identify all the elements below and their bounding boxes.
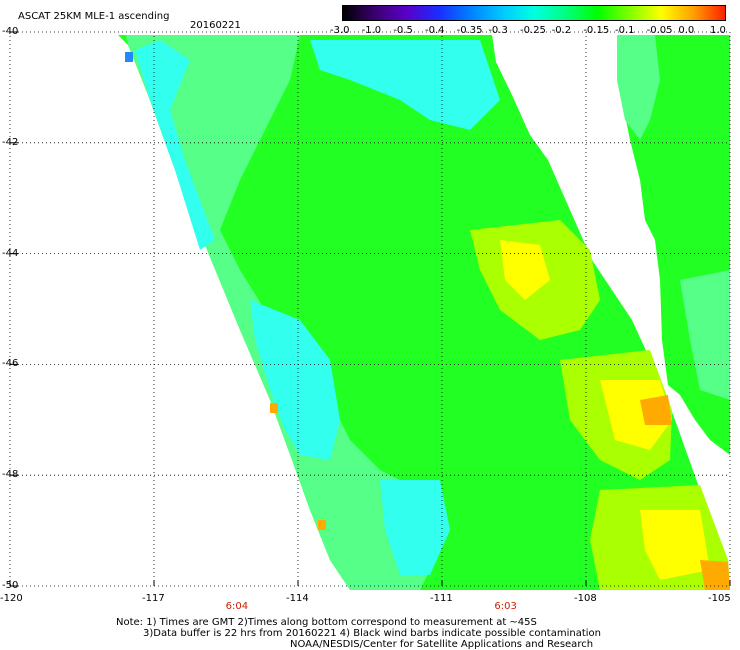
lat-label: -50 (2, 580, 19, 591)
orange-patch-1 (640, 395, 672, 425)
colorbar-tick-label: -0.15 (583, 25, 610, 36)
orange-patch-2 (700, 560, 730, 590)
blue-pixel (125, 52, 133, 62)
lat-label: -46 (2, 358, 19, 370)
colorbar-tick-label: -1.0 (361, 25, 382, 36)
lat-label: -44 (2, 247, 19, 259)
colorbar-tick-label: 1.0 (710, 25, 726, 36)
colorbar-tick-label: -0.05 (646, 25, 673, 36)
cyan-patch-mid (250, 300, 340, 460)
cyan-patch-south (380, 480, 450, 575)
lon-label: -108 (574, 593, 597, 604)
colorbar-tick-label: 0.0 (678, 25, 695, 36)
lon-label: -111 (430, 593, 453, 604)
colorbar-tick-label: -3.0 (330, 25, 350, 36)
cyan-patch-north (310, 40, 500, 130)
colorbar (342, 5, 726, 21)
colorbar-tick-label: -0.1 (615, 25, 635, 36)
colorbar-tick-label: -0.35 (456, 25, 483, 36)
lon-label: -120 (0, 593, 23, 604)
time-label: 6:03 (494, 601, 517, 612)
product-title: ASCAT 25KM MLE-1 ascending (18, 11, 170, 22)
note-line-2: 3)Data buffer is 22 hrs from 20160221 4)… (143, 628, 601, 639)
lat-label: -40 (2, 26, 19, 37)
swath-right-cyan-band (617, 35, 660, 140)
cyan-patch-west (135, 40, 215, 250)
note-line-3: NOAA/NESDIS/Center for Satellite Applica… (290, 639, 594, 650)
time-label: 6:04 (225, 601, 249, 612)
lat-label: -48 (2, 469, 19, 481)
lat-label: -42 (2, 136, 19, 148)
colorbar-tick-label: -0.5 (393, 25, 413, 36)
colorbar-tick-label: -0.25 (520, 25, 546, 36)
note-line-1: Note: 1) Times are GMT 2)Times along bot… (116, 617, 537, 628)
colorbar-tick-label: -0.2 (551, 25, 572, 36)
lon-label: -114 (286, 593, 309, 604)
lon-label: -105 (708, 593, 731, 604)
swath-left-cyan-band (126, 35, 440, 590)
yellow-patch-1 (500, 240, 550, 300)
product-date: 20160221 (190, 20, 241, 31)
orange-pixel-2 (318, 520, 326, 530)
swath-left (118, 35, 730, 590)
lon-label: -117 (142, 593, 165, 604)
colorbar-tick-label: -0.4 (425, 25, 445, 36)
orange-pixel-1 (270, 403, 278, 413)
swath-right-east-band (680, 270, 730, 400)
yellow-patch-3 (640, 510, 710, 580)
colorbar-labels: -3.0 -1.0 -0.5 -0.4 -0.35 -0.3 -0.25 -0.2 -0.15-… (330, 25, 732, 38)
colorbar-tick-label: -0.3 (488, 25, 508, 36)
